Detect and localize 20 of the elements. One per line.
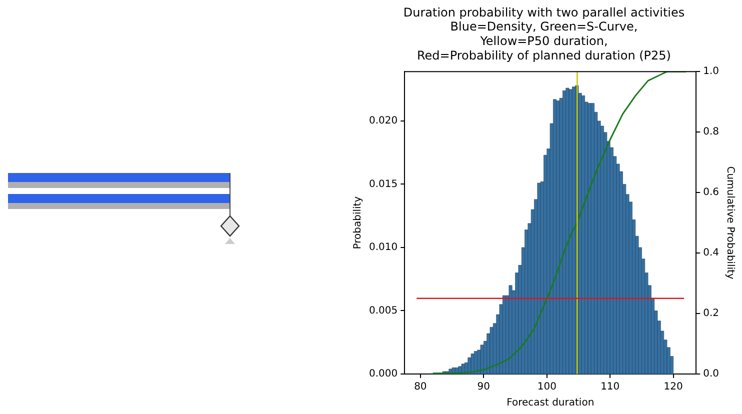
x-tick-label: 120: [664, 382, 683, 393]
y2-tick-label: 0.2: [703, 308, 720, 320]
y2-tick-label: 0.0: [703, 368, 720, 380]
y-tick-label: 0.020: [368, 116, 398, 127]
x-tick-label: 100: [537, 382, 556, 393]
x-axis-title: Forecast duration: [506, 398, 594, 409]
y-tick-label: 0.010: [368, 242, 398, 254]
x-tick-label: 80: [414, 382, 427, 393]
y-tick-label: 0.000: [368, 368, 398, 380]
y-tick-label: 0.015: [368, 178, 398, 190]
y2-tick-label: 0.4: [703, 248, 720, 259]
y-tick-label: 0.005: [368, 305, 398, 316]
y2-tick-label: 0.6: [703, 187, 720, 198]
y2-tick-label: 1.0: [703, 66, 720, 78]
x-tick-label: 90: [477, 382, 490, 393]
y2-axis-title: Cumulative Probability: [724, 166, 736, 280]
x-tick-label: 110: [600, 382, 620, 393]
chart-title: Duration probability with two parallel activities Blue=Density, Green=S-Curve, Yellow=P50 duration, Red=Probability of planned duration (P25): [403, 5, 685, 63]
y-axis-title: Probability: [352, 196, 364, 250]
y2-tick-label: 0.8: [703, 126, 720, 138]
